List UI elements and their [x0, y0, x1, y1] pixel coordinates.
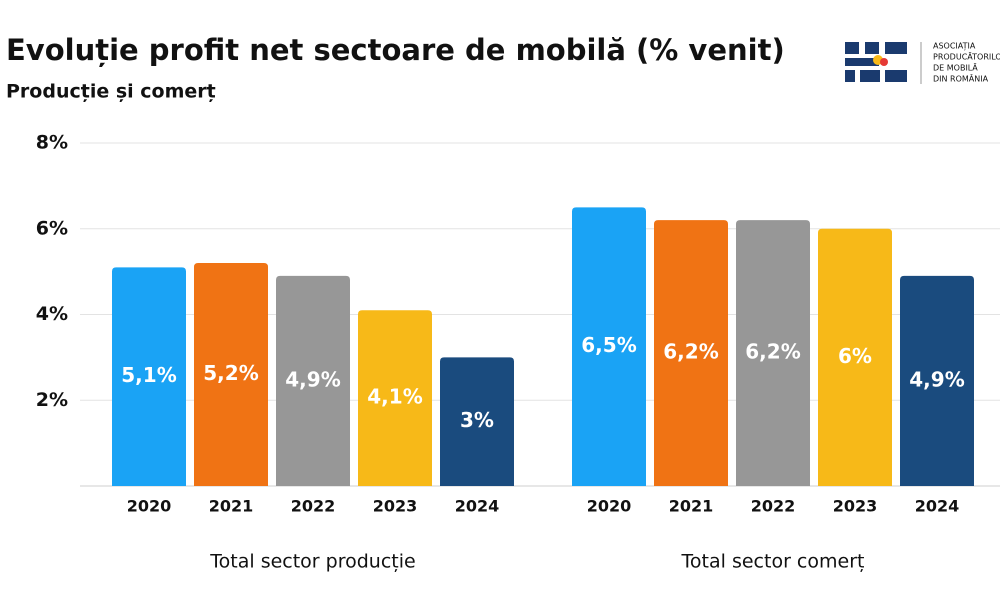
logo-shape: [885, 42, 907, 54]
logo-shape: [845, 58, 879, 66]
value-label: 6,2%: [663, 340, 718, 364]
x-tick-label: 2020: [127, 497, 172, 516]
x-tick-label: 2020: [587, 497, 632, 516]
bar: [358, 310, 432, 486]
value-label: 4,9%: [909, 367, 964, 391]
bar: [112, 267, 186, 486]
x-tick-label: 2022: [291, 497, 336, 516]
logo: ASOCIAȚIA PRODUCĂTORILOR DE MOBILĂ DIN R…: [845, 42, 1000, 84]
x-tick-label: 2021: [209, 497, 254, 516]
bar: [440, 357, 514, 486]
x-tick-label: 2024: [915, 497, 960, 516]
logo-shape: [865, 42, 879, 54]
chart-subtitle: Producție și comerț: [6, 81, 216, 103]
bar: [654, 220, 728, 487]
value-label: 4,1%: [367, 385, 422, 409]
bar: [818, 228, 892, 486]
logo-text: PRODUCĂTORILOR: [933, 51, 1000, 62]
bar: [900, 275, 974, 486]
y-tick-label: 4%: [36, 303, 68, 325]
x-tick-label: 2023: [373, 497, 418, 516]
x-tick-label: 2022: [751, 497, 796, 516]
x-tick-label: 2024: [455, 497, 500, 516]
bar: [194, 263, 268, 486]
logo-shape: [885, 70, 907, 82]
value-label: 6,5%: [581, 333, 636, 357]
logo-text: DE MOBILĂ: [933, 62, 978, 73]
value-label: 5,2%: [203, 361, 258, 385]
value-label: 5,1%: [121, 363, 176, 387]
logo-shape: [880, 58, 888, 66]
y-tick-label: 8%: [36, 132, 68, 154]
bar: [736, 220, 810, 487]
logo-text: ASOCIAȚIA: [933, 42, 976, 52]
logo-shape: [845, 70, 855, 82]
y-tick-label: 6%: [36, 217, 68, 239]
group-label: Total sector comerț: [681, 551, 865, 573]
value-label: 6,2%: [745, 340, 800, 364]
bar: [276, 275, 350, 486]
bar: [572, 207, 646, 486]
chart-title: Evoluție profit net sectoare de mobilă (…: [6, 33, 785, 67]
logo-text: DIN ROMÂNIA: [933, 73, 989, 84]
logo-shape: [860, 70, 880, 82]
x-tick-label: 2023: [833, 497, 878, 516]
value-label: 4,9%: [285, 367, 340, 391]
logo-shape: [845, 42, 859, 54]
x-tick-label: 2021: [669, 497, 714, 516]
value-label: 3%: [460, 408, 494, 432]
value-label: 6%: [838, 344, 872, 368]
group-label: Total sector producție: [209, 551, 415, 573]
y-tick-label: 2%: [36, 389, 68, 411]
